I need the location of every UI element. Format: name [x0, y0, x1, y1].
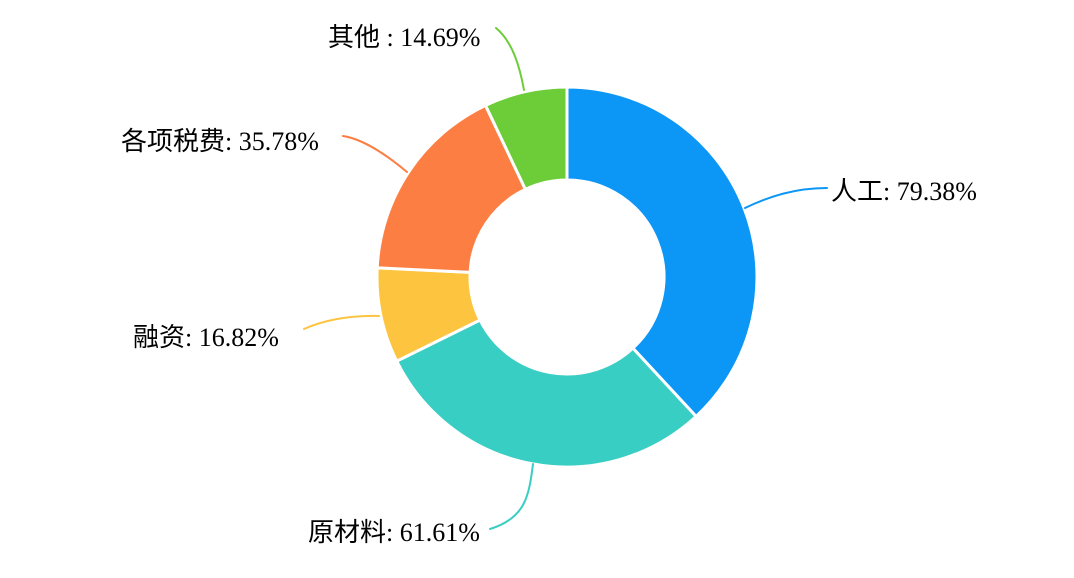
slice-label-gexiangshuifei: 各项税费: 35.78% — [121, 127, 319, 156]
leader-line-各项税费 — [342, 135, 408, 173]
slice-label-yuancailiao: 原材料: 61.61% — [308, 518, 480, 547]
pie-slice-其他[interactable] — [484, 85, 569, 191]
pie-slice-人工[interactable] — [565, 85, 759, 418]
leader-line-原材料 — [489, 463, 534, 530]
leader-line-融资 — [303, 314, 380, 330]
slice-label-rengong: 人工: 79.38% — [831, 177, 977, 206]
slice-label-qita: 其他 : 14.69% — [328, 23, 481, 52]
pie-slice-原材料[interactable] — [395, 318, 698, 469]
leader-line-其他 — [495, 27, 525, 91]
slice-label-rongzi: 融资: 16.82% — [133, 323, 279, 352]
leader-line-人工 — [744, 187, 828, 209]
pie-slice-各项税费[interactable] — [375, 103, 527, 274]
